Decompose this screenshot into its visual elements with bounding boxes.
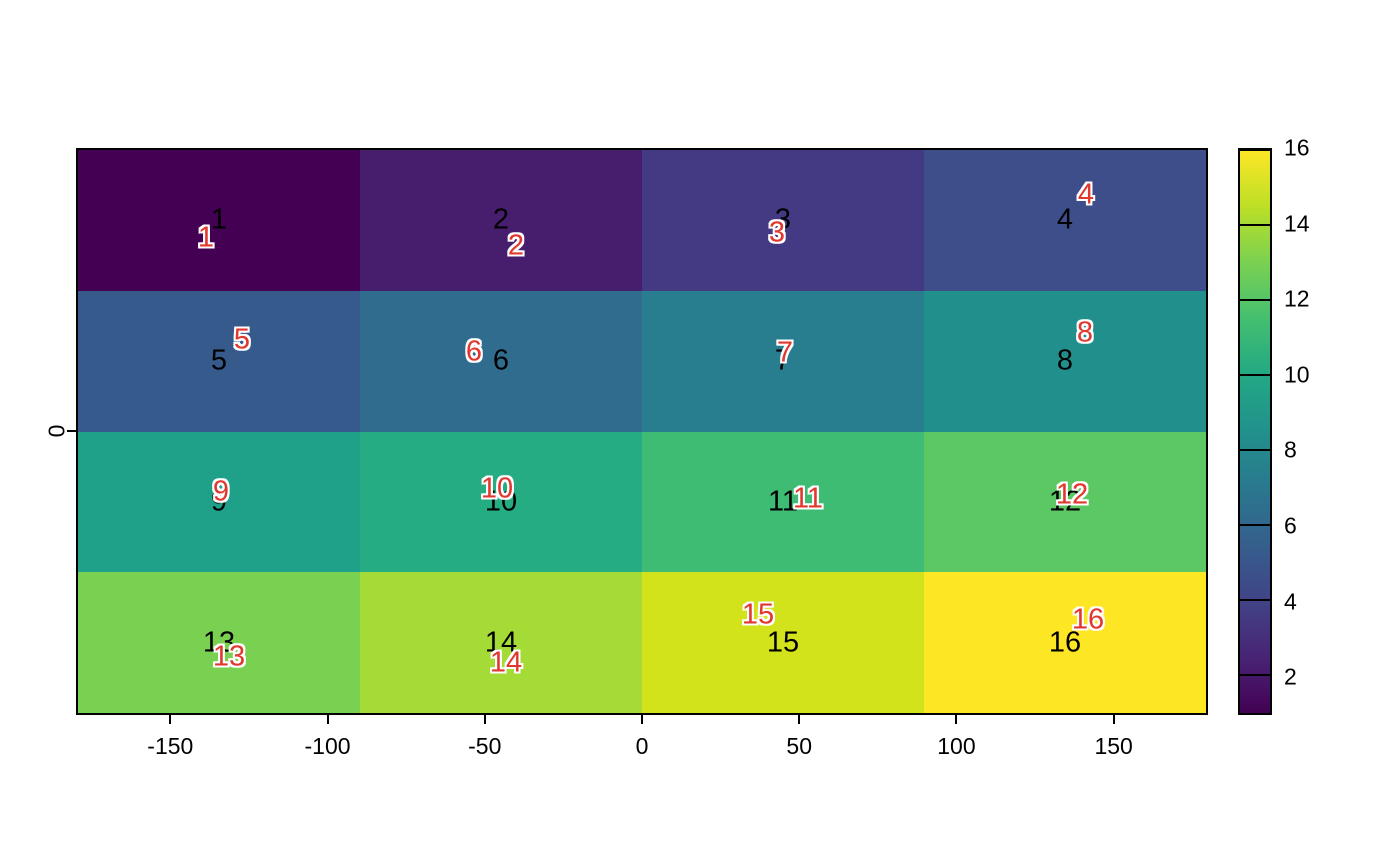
colorbar-tick-label: 12 xyxy=(1284,285,1310,312)
cell-label-black: 4 xyxy=(1056,203,1074,236)
cell-label-red: 7 xyxy=(776,336,794,369)
cell-label-red: 1 xyxy=(197,221,215,254)
cell-label-black: 3 xyxy=(774,203,792,236)
colorbar-tick-mark xyxy=(1240,299,1270,302)
cell-label-red: 9 xyxy=(212,475,230,508)
cell-label-red: 8 xyxy=(1076,316,1094,349)
x-axis-tick-mark xyxy=(641,715,643,724)
x-axis-tick-label: -50 xyxy=(468,733,502,759)
heatmap-cell: 15 15 xyxy=(642,572,924,713)
cell-label-black: 13 xyxy=(202,626,236,659)
heatmap-cell: 12 12 xyxy=(924,431,1206,573)
heatmap-cell: 10 10 xyxy=(360,431,642,573)
x-axis: -150 -100 -50 0 50 100 150 xyxy=(76,715,1208,765)
colorbar-tick-label: 10 xyxy=(1284,361,1310,388)
colorbar-tick-mark xyxy=(1240,224,1270,227)
colorbar-tick-mark xyxy=(1240,449,1270,452)
x-axis-tick-label: -100 xyxy=(304,733,351,759)
colorbar-tick-label: 14 xyxy=(1284,210,1310,237)
cell-label-red: 13 xyxy=(212,640,246,673)
x-axis-tick-label: 100 xyxy=(937,733,976,759)
plot-area: 1 1 2 2 3 3 4 4 5 5 6 6 7 7 8 8 9 9 10 10 11 11 12 12 13 13 14 14 15… xyxy=(76,148,1208,715)
cell-label-red: 14 xyxy=(489,646,523,679)
cell-label-black: 15 xyxy=(766,626,800,659)
cell-label-red: 10 xyxy=(480,472,514,505)
cell-label-black: 2 xyxy=(492,203,510,236)
colorbar-tick-mark xyxy=(1240,599,1270,602)
cell-label-black: 5 xyxy=(210,344,228,377)
colorbar-tick-mark xyxy=(1240,374,1270,377)
x-axis-tick-mark xyxy=(326,715,329,724)
y-axis-tick-label: 0 xyxy=(43,424,70,438)
colorbar-tick-label: 4 xyxy=(1284,588,1297,615)
heatmap-cell: 13 13 xyxy=(78,572,360,713)
colorbar-tick-label: 8 xyxy=(1284,436,1297,463)
cell-label-red: 5 xyxy=(233,323,251,356)
x-axis-tick-mark xyxy=(1112,715,1115,724)
cell-label-black: 12 xyxy=(1048,485,1082,518)
colorbar-tick-mark xyxy=(1240,149,1270,151)
cell-label-black: 7 xyxy=(774,344,792,377)
heatmap-cell: 14 14 xyxy=(360,572,642,713)
x-axis-tick-label: 50 xyxy=(786,733,813,759)
cell-label-red: 4 xyxy=(1077,178,1095,211)
colorbar-tick-label: 16 xyxy=(1284,134,1310,161)
x-axis-tick-mark xyxy=(483,715,486,724)
cell-label-black: 14 xyxy=(484,626,518,659)
colorbar xyxy=(1238,148,1272,715)
cell-label-red: 16 xyxy=(1071,603,1105,636)
heatmap-cell: 16 16 xyxy=(924,572,1206,713)
x-axis-tick-mark xyxy=(798,715,801,724)
cell-label-red: 3 xyxy=(768,216,786,249)
y-axis-tick-mark xyxy=(67,430,76,432)
x-axis-tick-mark xyxy=(169,715,172,724)
cell-label-black: 16 xyxy=(1048,626,1082,659)
x-axis-tick-label: 150 xyxy=(1094,733,1133,759)
colorbar-tick-label: 6 xyxy=(1284,512,1297,539)
cell-label-black: 11 xyxy=(767,485,799,518)
colorbar-tick-mark xyxy=(1240,524,1270,527)
cell-label-red: 12 xyxy=(1055,478,1089,511)
x-axis-tick-label: 0 xyxy=(635,733,649,759)
cell-label-black: 9 xyxy=(210,485,228,518)
heatmap-cell: 11 11 xyxy=(642,431,924,573)
colorbar-tick-label: 2 xyxy=(1284,663,1297,690)
cell-label-red: 6 xyxy=(465,335,483,368)
colorbar-tick-mark xyxy=(1240,674,1270,677)
cell-label-black: 6 xyxy=(492,344,510,377)
heatmap-grid: 1 1 2 2 3 3 4 4 5 5 6 6 7 7 8 8 9 9 10 10 11 11 12 12 13 13 14 14 15… xyxy=(78,150,1206,713)
cell-label-red: 2 xyxy=(507,229,525,262)
colorbar-tick-labels: 2 4 6 8 10 12 14 16 xyxy=(1284,135,1344,715)
cell-label-red: 15 xyxy=(741,598,775,631)
x-axis-tick-label: -150 xyxy=(147,733,194,759)
cell-label-black: 1 xyxy=(210,203,228,236)
cell-label-black: 8 xyxy=(1056,344,1074,377)
cell-label-black: 10 xyxy=(484,485,518,518)
cell-label-red: 11 xyxy=(792,482,824,515)
x-axis-tick-mark xyxy=(955,715,958,724)
